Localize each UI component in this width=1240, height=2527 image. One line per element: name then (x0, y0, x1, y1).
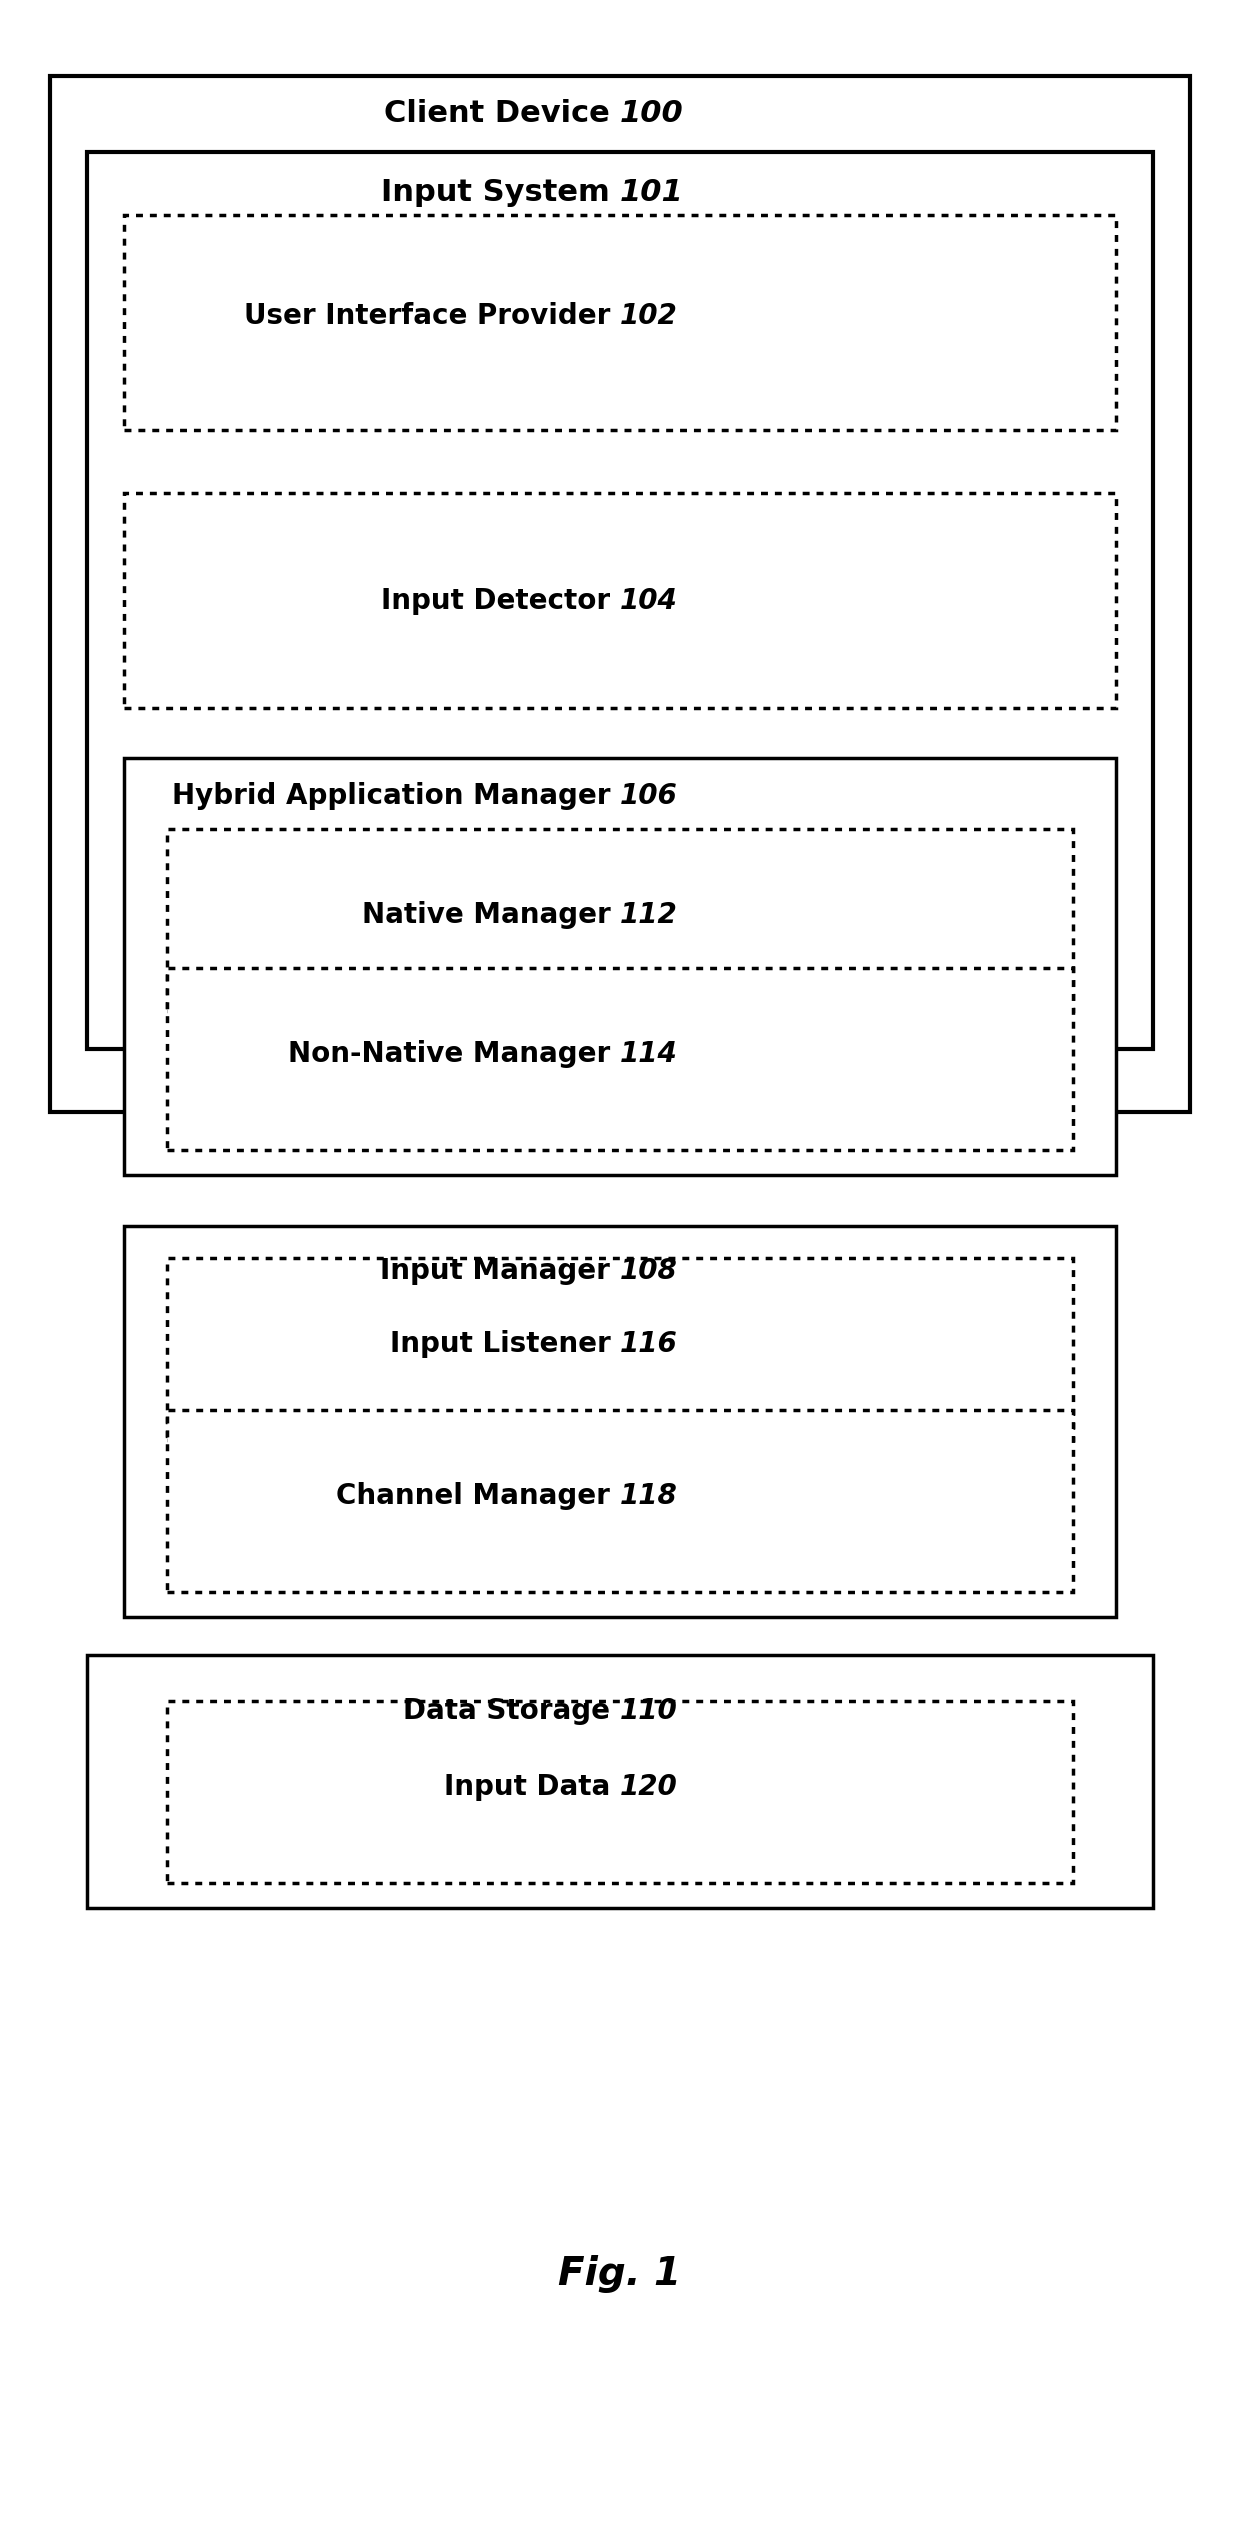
Text: 108: 108 (620, 1256, 678, 1286)
Text: 106: 106 (620, 781, 678, 811)
Text: 104: 104 (620, 586, 678, 617)
Text: 114: 114 (620, 1039, 678, 1069)
FancyBboxPatch shape (124, 493, 1116, 708)
FancyBboxPatch shape (167, 829, 1073, 1011)
Text: Input Manager: Input Manager (381, 1256, 620, 1286)
Text: 118: 118 (620, 1481, 678, 1511)
Text: 101: 101 (620, 177, 683, 207)
FancyBboxPatch shape (124, 758, 1116, 1175)
Text: 110: 110 (620, 1696, 678, 1726)
FancyBboxPatch shape (50, 76, 1190, 1112)
FancyBboxPatch shape (87, 1655, 1153, 1908)
Text: 120: 120 (620, 1771, 678, 1802)
Text: Hybrid Application Manager: Hybrid Application Manager (172, 781, 620, 811)
Text: Non-Native Manager: Non-Native Manager (288, 1039, 620, 1069)
Text: Input Detector: Input Detector (381, 586, 620, 617)
FancyBboxPatch shape (167, 1410, 1073, 1592)
Text: 102: 102 (620, 301, 678, 331)
Text: Input Data: Input Data (444, 1771, 620, 1802)
Text: Channel Manager: Channel Manager (336, 1481, 620, 1511)
Text: Native Manager: Native Manager (362, 900, 620, 930)
Text: 100: 100 (620, 99, 683, 129)
FancyBboxPatch shape (167, 968, 1073, 1150)
Text: 116: 116 (620, 1329, 678, 1360)
FancyBboxPatch shape (124, 1226, 1116, 1617)
FancyBboxPatch shape (167, 1258, 1073, 1440)
FancyBboxPatch shape (87, 152, 1153, 1049)
Text: Input System: Input System (381, 177, 620, 207)
FancyBboxPatch shape (124, 215, 1116, 430)
Text: User Interface Provider: User Interface Provider (244, 301, 620, 331)
Text: 112: 112 (620, 900, 678, 930)
Text: Data Storage: Data Storage (403, 1696, 620, 1726)
Text: Fig. 1: Fig. 1 (558, 2254, 682, 2295)
Text: Client Device: Client Device (383, 99, 620, 129)
FancyBboxPatch shape (167, 1701, 1073, 1883)
Text: Input Listener: Input Listener (389, 1329, 620, 1360)
